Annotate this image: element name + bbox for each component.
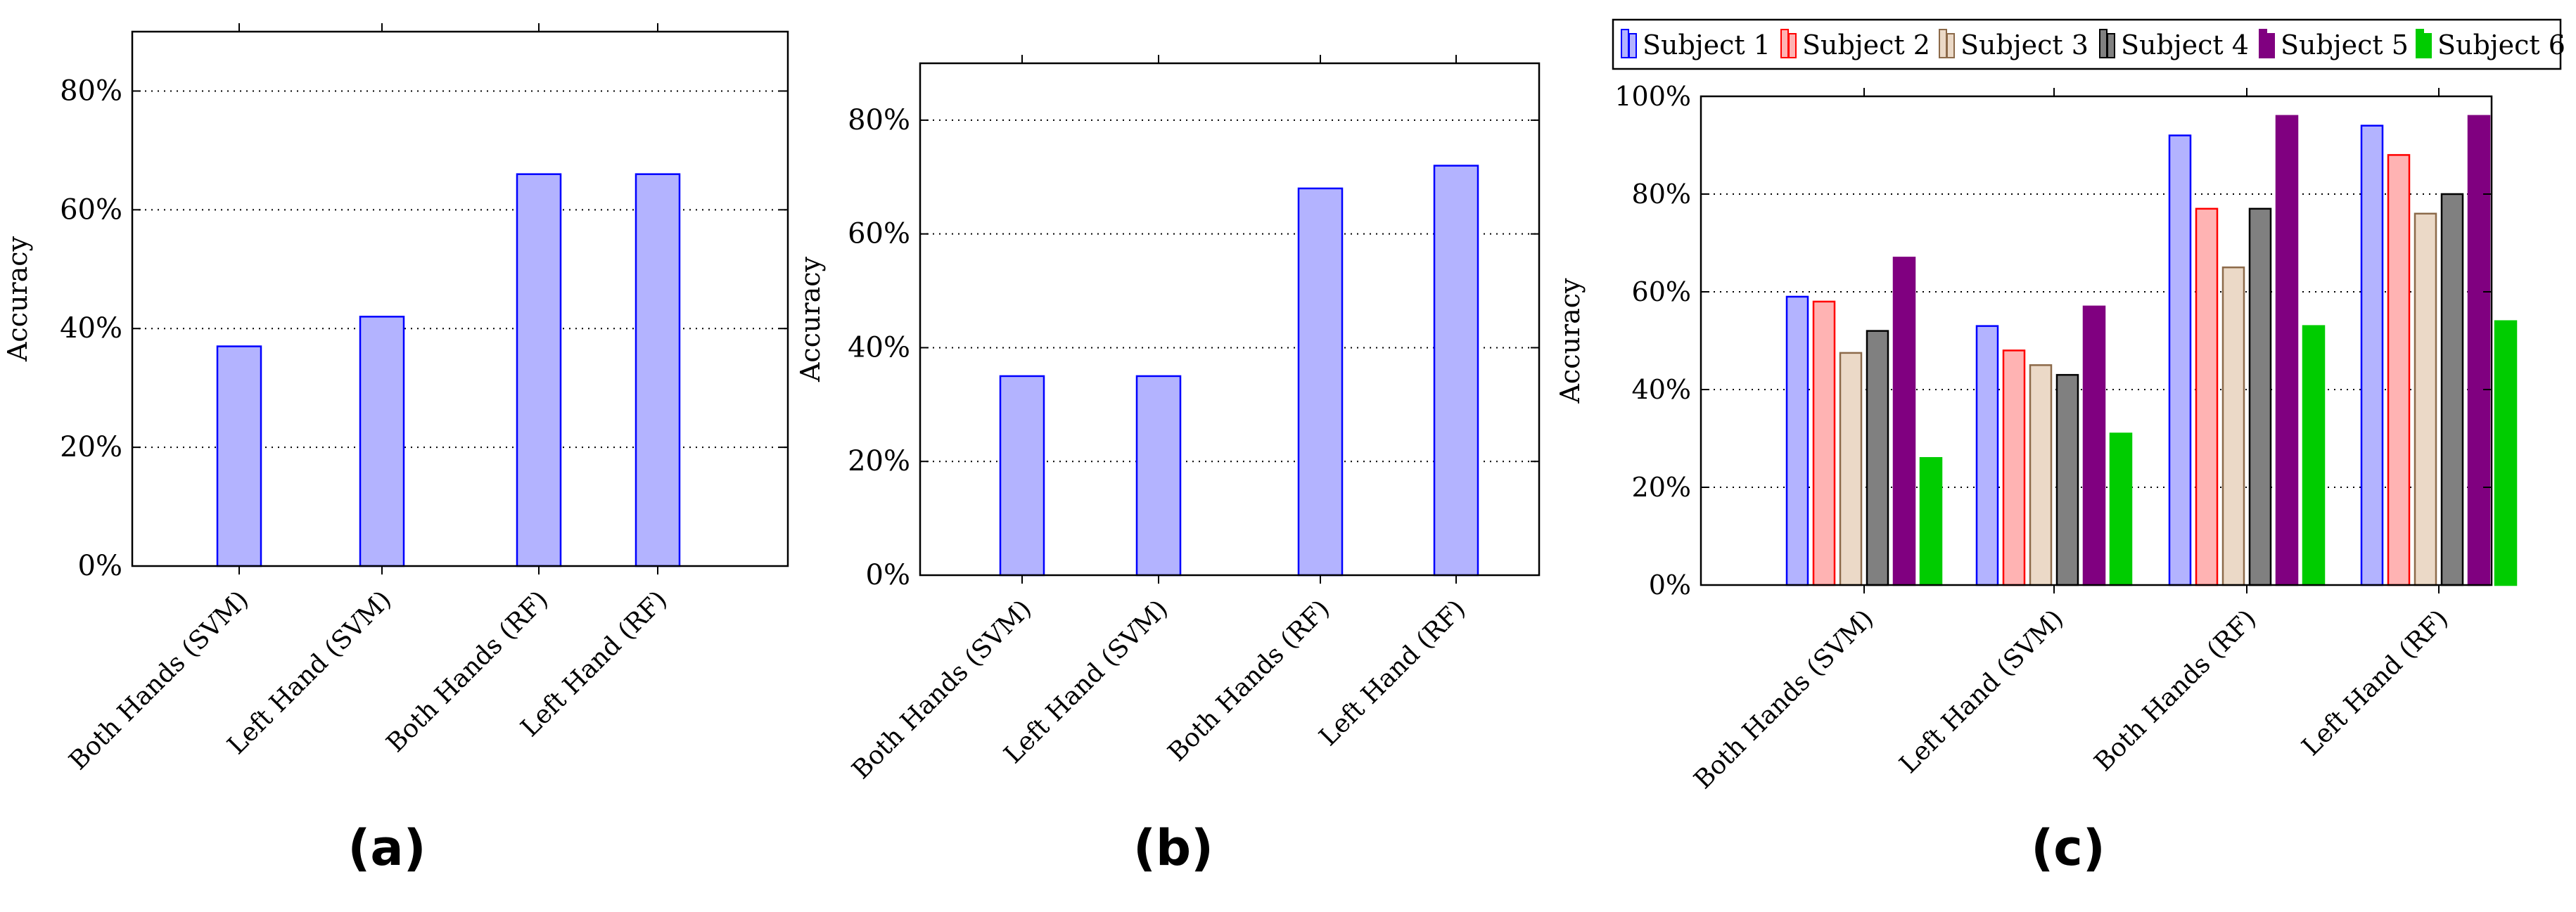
y-tick-label: 20% xyxy=(848,445,910,477)
legend-label: Subject 4 xyxy=(2121,30,2249,60)
y-axis-label: Accuracy xyxy=(795,256,826,383)
legend-item: Subject 1 xyxy=(1621,29,1771,60)
y-tick-label: 40% xyxy=(848,331,910,364)
bar xyxy=(2414,212,2437,586)
bar xyxy=(2467,115,2491,586)
legend-label: Subject 3 xyxy=(1960,30,2089,60)
legend-swatch xyxy=(2259,29,2267,58)
y-tick-label: 20% xyxy=(60,431,122,463)
y-tick-label: 80% xyxy=(1632,179,1691,210)
bar xyxy=(2029,364,2053,586)
bar xyxy=(999,375,1045,577)
bar xyxy=(2055,373,2079,586)
chart-panel-3: 0%20%40%60%80%100%Both Hands (SVM) Left H… xyxy=(1555,18,2565,877)
x-tick-label: Both Hands (RF) xyxy=(1163,594,1336,767)
legend-swatch xyxy=(2099,29,2108,58)
panel-label: (a) xyxy=(347,819,426,877)
legend-swatch xyxy=(1621,29,1629,58)
bar xyxy=(2221,266,2245,586)
y-tick-label: 0% xyxy=(78,550,122,582)
legend-item: Subject 6 xyxy=(2416,29,2565,60)
bar xyxy=(2082,305,2106,586)
legend-item: Subject 3 xyxy=(1939,29,2089,60)
bar xyxy=(2248,207,2272,586)
x-tick-label: Left Hand (RF) xyxy=(1314,594,1472,752)
y-tick-label: 60% xyxy=(848,218,910,250)
legend-label: Subject 5 xyxy=(2281,30,2409,60)
legend-swatch xyxy=(1788,33,1797,58)
bar xyxy=(1433,165,1479,577)
legend-label: Subject 2 xyxy=(1802,30,1930,60)
panel-label: (b) xyxy=(1133,819,1213,877)
plot-frame xyxy=(131,30,789,567)
y-tick-label: 0% xyxy=(866,559,910,591)
bar xyxy=(2195,207,2219,586)
bar xyxy=(2002,349,2026,586)
y-tick-label: 80% xyxy=(848,104,910,136)
chart-panel-1: 0%20%40%60%80%Both Hands (SVM)Left Hand … xyxy=(2,23,789,877)
bar xyxy=(2494,320,2518,586)
legend-swatch xyxy=(1939,29,1947,58)
bar xyxy=(1839,352,1863,586)
bar xyxy=(1975,325,1999,586)
y-tick-label: 100% xyxy=(1614,81,1691,112)
bar xyxy=(2168,134,2192,586)
legend-swatch xyxy=(1628,33,1637,58)
y-tick-label: 0% xyxy=(1649,570,1691,600)
plot-frame xyxy=(1700,95,2493,586)
legend-swatch xyxy=(1780,29,1789,58)
y-tick-label: 40% xyxy=(1632,374,1691,405)
x-tick-label: Both Hands (SVM) xyxy=(64,585,255,776)
legend-item: Subject 5 xyxy=(2259,29,2409,60)
x-tick-label: Both Hands (RF) xyxy=(2089,604,2262,777)
y-tick-label: 40% xyxy=(60,312,122,345)
bar xyxy=(1866,330,1889,586)
bar xyxy=(635,173,681,567)
bar xyxy=(2109,432,2133,586)
bar xyxy=(2275,115,2299,586)
legend-swatch xyxy=(2266,33,2275,58)
y-tick-label: 80% xyxy=(60,75,122,107)
bar xyxy=(359,316,405,567)
legend-label: Subject 1 xyxy=(1643,30,1771,60)
y-axis-label: Accuracy xyxy=(2,236,33,362)
bar xyxy=(1919,457,1943,586)
bar xyxy=(2387,154,2411,586)
x-tick-label: Left Hand (RF) xyxy=(2297,604,2454,762)
x-tick-label: Both Hands (SVM) xyxy=(1689,604,1880,795)
legend-label: Subject 6 xyxy=(2437,30,2565,60)
plot-frame xyxy=(919,62,1541,577)
y-tick-label: 60% xyxy=(1632,276,1691,307)
bar xyxy=(1785,295,1809,586)
x-tick-label: Left Hand (SVM) xyxy=(1894,604,2070,779)
legend-box xyxy=(1612,18,2562,70)
legend: Subject 1 Subject 2 Subject 3 Subject 4 Subj… xyxy=(1612,18,2565,70)
panel-label: (c) xyxy=(2031,819,2105,877)
bar xyxy=(1297,187,1344,577)
legend-item: Subject 2 xyxy=(1780,29,1930,60)
legend-swatch xyxy=(2423,33,2432,58)
legend-swatch xyxy=(1946,33,1955,58)
bar xyxy=(516,173,562,567)
legend-swatch xyxy=(2416,29,2424,58)
bar xyxy=(2440,193,2464,586)
bar xyxy=(2360,124,2384,586)
y-axis-label: Accuracy xyxy=(1555,278,1586,404)
bar xyxy=(1135,375,1182,577)
legend-swatch xyxy=(2107,33,2115,58)
chart-panel-2: 0%20%40%60%80%Both Hands (SVM)Left Hand … xyxy=(795,55,1541,877)
bar xyxy=(216,345,262,567)
bar xyxy=(1892,257,1916,586)
y-tick-label: 20% xyxy=(1632,472,1691,503)
bar xyxy=(1812,300,1836,586)
legend-item: Subject 4 xyxy=(2099,29,2249,60)
y-tick-label: 60% xyxy=(60,193,122,226)
bar xyxy=(2302,325,2326,586)
